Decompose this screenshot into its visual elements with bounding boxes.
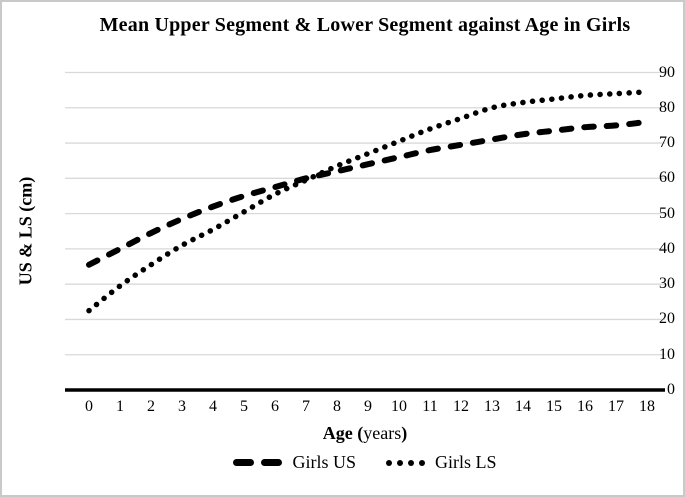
x-tick-label-12: 12 [453, 398, 469, 415]
x-axis-title-bold-close: ) [401, 423, 408, 443]
x-tick-label-14: 14 [515, 398, 531, 415]
x-tick-label-8: 8 [333, 398, 341, 415]
x-tick-label-4: 4 [209, 398, 217, 415]
x-tick-label-17: 17 [608, 398, 624, 415]
dashed-line-icon [233, 458, 283, 467]
x-axis-title-bold: Age ( [322, 423, 364, 443]
girls-ls-curve [86, 89, 650, 314]
x-tick-label-18: 18 [639, 398, 655, 415]
y-tick-label-90: 90 [659, 63, 675, 81]
legend: Girls US Girls LS [65, 452, 665, 473]
y-tick-label-20: 20 [659, 310, 675, 328]
y-tick-label-0: 0 [667, 381, 675, 398]
legend-label-girls-us: Girls US [292, 452, 356, 472]
x-tick-label-6: 6 [271, 398, 279, 415]
y-tick-label-30: 30 [659, 275, 675, 293]
x-tick-label-0: 0 [85, 398, 93, 415]
x-tick-label-7: 7 [302, 398, 310, 415]
x-tick-label-1: 1 [116, 398, 124, 415]
x-axis-title: Age (years) [65, 423, 665, 444]
x-tick-label-3: 3 [178, 398, 186, 415]
y-tick-label-10: 10 [659, 345, 675, 363]
legend-item-girls-us: Girls US [233, 452, 356, 473]
y-tick-label-40: 40 [659, 239, 675, 257]
x-tick-label-13: 13 [484, 398, 500, 415]
x-tick-label-5: 5 [240, 398, 248, 415]
x-tick-label-9: 9 [364, 398, 372, 415]
legend-label-girls-ls: Girls LS [435, 452, 497, 472]
x-tick-label-10: 10 [391, 398, 407, 415]
y-tick-label-60: 60 [659, 169, 675, 187]
x-tick-label-15: 15 [546, 398, 562, 415]
x-axis-title-regular: years [363, 423, 402, 443]
y-tick-label-80: 80 [659, 98, 675, 116]
x-tick-label-11: 11 [422, 398, 438, 415]
y-axis-title-text: US & LS (cm) [15, 176, 36, 286]
x-tick-label-2: 2 [147, 398, 155, 415]
dotted-line-icon [386, 459, 425, 466]
x-tick-label-16: 16 [577, 398, 593, 415]
girls-us-curve [86, 118, 650, 268]
y-tick-label-70: 70 [659, 134, 675, 152]
legend-item-girls-ls: Girls LS [386, 452, 497, 473]
y-tick-label-50: 50 [659, 204, 675, 222]
chart-title: Mean Upper Segment & Lower Segment again… [99, 14, 631, 36]
